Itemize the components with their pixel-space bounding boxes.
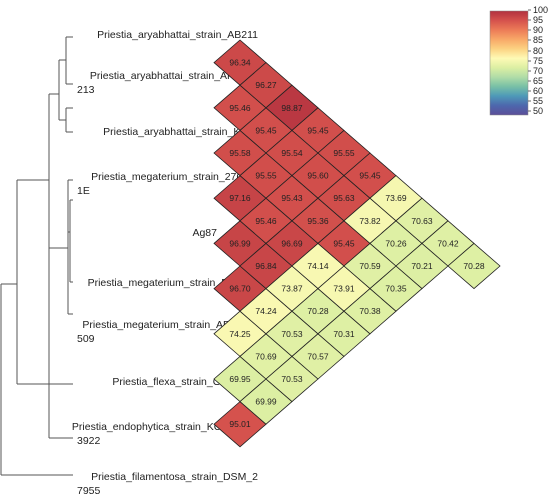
taxon-label-continued: 3922 (77, 435, 101, 447)
taxon-labels: Priestia_aryabhattai_strain_AB211 Priesti… (72, 29, 258, 497)
heatmap-cell-value: 70.31 (333, 329, 355, 339)
legend-tick-label: 95 (533, 15, 543, 25)
heatmap-cell-value: 95.58 (229, 148, 251, 158)
taxon-label: Priestia_endophytica_strain_KCTC_1 (72, 421, 247, 433)
legend-tick-label: 75 (533, 56, 543, 66)
heatmap-cell-value: 95.01 (229, 419, 251, 429)
legend-tick-label: 60 (533, 86, 543, 96)
heatmap-cell: 70.28 (447, 242, 501, 290)
legend-tick-label: 65 (533, 76, 543, 86)
legend-tick-label: 70 (533, 66, 543, 76)
heatmap-cell-value: 70.26 (385, 238, 407, 248)
legend-tick-label: 85 (533, 35, 543, 45)
heatmap-cell-value: 70.35 (385, 284, 407, 294)
heatmap-cell-value: 95.55 (255, 171, 277, 181)
heatmap-cell-value: 70.42 (437, 238, 459, 248)
heatmap-cell-value: 70.28 (463, 261, 485, 271)
heatmap-cell-value: 74.24 (255, 306, 277, 316)
taxon-label: Priestia_aryabhattai_strain_K13 (103, 126, 252, 138)
taxon-label-continued: 213 (77, 84, 95, 96)
taxon-label-continued: 7955 (77, 485, 101, 497)
heatmap-cell-value: 69.99 (255, 397, 277, 407)
heatmap-cell-value: 95.63 (333, 193, 355, 203)
heatmap-cell-value: 69.95 (229, 374, 251, 384)
taxon-label: Priestia_megaterium_strain_BMS (88, 277, 244, 289)
legend-tick-label: 55 (533, 96, 543, 106)
heatmap-cell-value: 95.36 (307, 216, 329, 226)
heatmap-cell-value: 96.84 (255, 261, 277, 271)
heatmap-cell-value: 95.55 (333, 148, 355, 158)
heatmap-cell-value: 74.14 (307, 261, 329, 271)
heatmap-cell-value: 95.60 (307, 171, 329, 181)
heatmap-cell-value: 96.99 (229, 238, 251, 248)
taxon-label: Ag87 (192, 227, 217, 239)
heatmap-cell-value: 96.70 (229, 284, 251, 294)
taxon-label-continued: 1E (77, 185, 90, 197)
heatmap-cell-value: 70.53 (281, 329, 303, 339)
heatmap-cell-value: 98.87 (281, 103, 303, 113)
taxon-label: Priestia_aryabhattai_strain_AB211 (97, 29, 258, 41)
heatmap-cell-value: 73.91 (333, 284, 355, 294)
heatmap-cell-value: 70.53 (281, 374, 303, 384)
taxon-label: Priestia_filamentosa_strain_DSM_2 (91, 471, 258, 483)
heatmap-cell-value: 96.34 (229, 58, 251, 68)
legend-tick-label: 90 (533, 25, 543, 35)
heatmap-cell-value: 70.63 (411, 216, 433, 226)
phylogenetic-tree (0, 36, 73, 476)
heatmap-cell-value: 95.46 (255, 216, 277, 226)
legend-tick-label: 50 (533, 106, 543, 116)
heatmap-cell-value: 70.59 (359, 261, 381, 271)
heatmap-cell-value: 96.27 (255, 80, 277, 90)
heatmap-cell-value: 73.69 (385, 193, 407, 203)
heatmap-cell-value: 70.21 (411, 261, 433, 271)
heatmap-cell-value: 95.45 (359, 171, 381, 181)
heatmap-cell-value: 74.25 (229, 329, 251, 339)
heatmap-cell-value: 95.45 (255, 125, 277, 135)
heatmap-cell-value: 95.43 (281, 193, 303, 203)
heatmap-cell-value: 97.16 (229, 193, 251, 203)
color-scale-bar (489, 10, 529, 116)
heatmap-cell-shape (447, 242, 501, 290)
heatmap-cell-value: 95.45 (307, 125, 329, 135)
legend-tick-label: 80 (533, 46, 543, 56)
heatmap-cell-value: 73.87 (281, 284, 303, 294)
legend-tick-label: 100 (533, 5, 548, 15)
taxon-label: Priestia_megaterium_strain_AFS090 (82, 319, 254, 331)
taxon-label: Priestia_flexa_strain_GN224 (112, 376, 246, 388)
heatmap-cell-value: 95.54 (281, 148, 303, 158)
heatmap-cell-value: 70.28 (307, 306, 329, 316)
taxon-label: Priestia_aryabhattai_strain_AFS007 (90, 70, 258, 82)
heatmap-cell-value: 95.45 (333, 238, 355, 248)
heatmap-cell-value: 70.69 (255, 351, 277, 361)
heatmap-matrix: 96.34 95.46 95.58 97.16 96.99 96.70 74.25 69.95… (213, 39, 501, 448)
heatmap-cell-value: 70.38 (359, 306, 381, 316)
taxon-label: Priestia_megaterium_strain_27Col1 (91, 171, 258, 183)
heatmap-cell-value: 70.57 (307, 351, 329, 361)
heatmap-cell-value: 96.69 (281, 238, 303, 248)
taxon-label-continued: 509 (77, 333, 95, 345)
heatmap-cell-value: 95.46 (229, 103, 251, 113)
heatmap-cell-value: 73.82 (359, 216, 381, 226)
